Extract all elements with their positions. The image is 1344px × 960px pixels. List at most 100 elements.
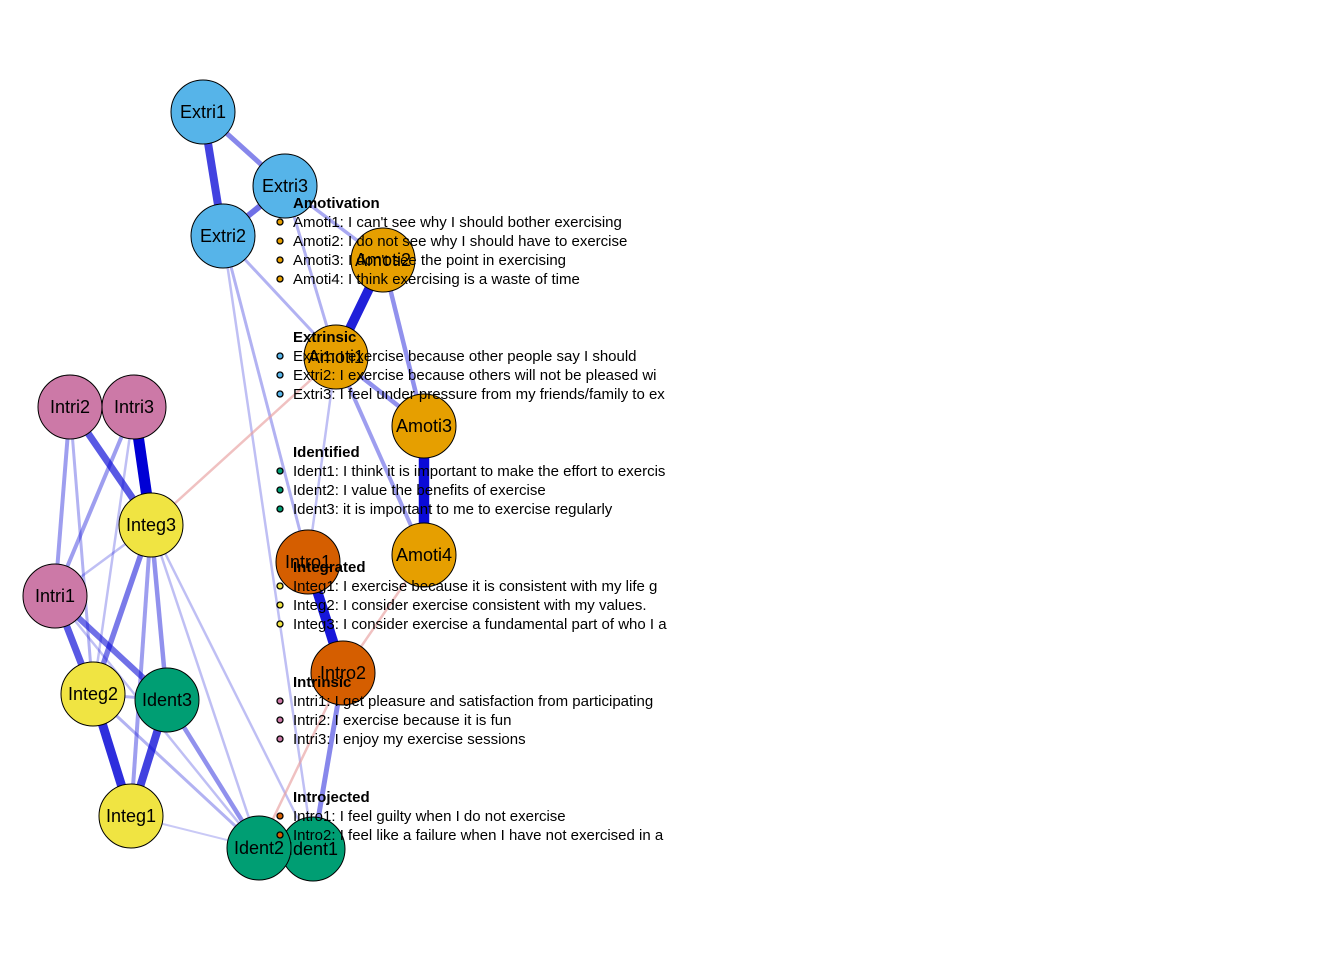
legend-item: Integ2: I consider exercise consistent w… xyxy=(293,597,647,614)
legend-swatch xyxy=(276,831,284,839)
node-label: Amoti3 xyxy=(396,416,452,436)
legend-item: Ident2: I value the benefits of exercise xyxy=(293,482,546,499)
node-label: Intro1 xyxy=(285,552,331,572)
node-amoti2[interactable]: Amoti2 xyxy=(350,227,416,293)
node-extri3[interactable]: Extri3 xyxy=(252,153,318,219)
node-intro2[interactable]: Intro2 xyxy=(310,640,376,706)
edge-integ3-integ1 xyxy=(129,524,153,817)
node-label: Amoti2 xyxy=(355,250,411,270)
legend-swatch xyxy=(276,390,284,398)
legend-swatch xyxy=(276,467,284,475)
node-integ1[interactable]: Integ1 xyxy=(98,783,164,849)
legend-swatch xyxy=(276,218,284,226)
edge-amoti1-intro1 xyxy=(306,356,338,563)
node-extri1[interactable]: Extri1 xyxy=(170,79,236,145)
legend-item: Extri1: I exercise because other people … xyxy=(293,348,637,365)
node-label: Intri2 xyxy=(50,397,90,417)
edge-intri3-integ2 xyxy=(91,406,136,695)
node-circle xyxy=(391,522,457,588)
legend-section-identified: Identified Ident1: I think it is importan… xyxy=(276,444,665,518)
node-circle xyxy=(98,783,164,849)
legend-title: Introjected xyxy=(293,789,370,806)
legend-item: Amoti2: I do not see why I should have t… xyxy=(293,233,627,250)
node-circle xyxy=(22,563,88,629)
node-amoti4[interactable]: Amoti4 xyxy=(391,522,457,588)
legend-swatch xyxy=(276,582,284,590)
edge-integ3-amoti1 xyxy=(150,356,337,526)
node-label: Ident2 xyxy=(234,838,284,858)
node-ident3[interactable]: Ident3 xyxy=(134,667,200,733)
node-label: Intro2 xyxy=(320,663,366,683)
node-circle xyxy=(391,393,457,459)
legend-swatch xyxy=(276,237,284,245)
node-amoti3[interactable]: Amoti3 xyxy=(391,393,457,459)
legend-title: Amotivation xyxy=(293,195,380,212)
legend-section-integrated: Integrated Integ1: I exercise because it … xyxy=(276,559,667,633)
legend-swatch xyxy=(276,371,284,379)
legend-section-extrinsic: Extrinsic Extri1: I exercise because othe… xyxy=(276,329,665,403)
node-circle xyxy=(226,815,292,881)
node-intro1[interactable]: Intro1 xyxy=(275,529,341,595)
legend-item: Ident1: I think it is important to make … xyxy=(293,463,665,480)
legend-swatch xyxy=(276,256,284,264)
node-label: Intri1 xyxy=(35,586,75,606)
legend-swatch xyxy=(276,275,284,283)
node-label: Extri2 xyxy=(200,226,246,246)
legend-item: Intro1: I feel guilty when I do not exer… xyxy=(293,808,566,825)
node-ident1[interactable]: Ident1 xyxy=(280,816,346,882)
edge-integ3-ident2 xyxy=(149,524,261,849)
node-label: Integ3 xyxy=(126,515,176,535)
legend-swatch xyxy=(276,812,284,820)
legend-item: Intri2: I exercise because it is fun xyxy=(293,712,511,729)
node-circle xyxy=(310,640,376,706)
node-intri3[interactable]: Intri3 xyxy=(101,374,167,440)
legend-item: Amoti4: I think exercising is a waste of… xyxy=(293,271,580,288)
node-circle xyxy=(60,661,126,727)
node-circle xyxy=(190,203,256,269)
node-circle xyxy=(275,529,341,595)
legend-swatch xyxy=(276,505,284,513)
legend-item: Intri3: I enjoy my exercise sessions xyxy=(293,731,526,748)
node-circle xyxy=(303,324,369,390)
legend-title: Intrinsic xyxy=(293,674,351,691)
edge-integ2-ident2 xyxy=(91,692,261,850)
legend-item: Intro2: I feel like a failure when I hav… xyxy=(293,827,664,844)
legend-section-amotivation: Amotivation Amoti1: I can't see why I sho… xyxy=(276,195,627,288)
legend-swatch xyxy=(276,486,284,494)
edge-extri2-intro1 xyxy=(221,235,310,563)
legend-item: Extri2: I exercise because others will n… xyxy=(293,367,657,384)
node-label: Ident3 xyxy=(142,690,192,710)
node-intri2[interactable]: Intri2 xyxy=(37,374,103,440)
edge-integ3-ident1 xyxy=(149,524,315,850)
node-circle xyxy=(118,492,184,558)
node-label: Ident1 xyxy=(288,839,338,859)
node-circle xyxy=(252,153,318,219)
node-integ3[interactable]: Integ3 xyxy=(118,492,184,558)
edge-intri2-integ2 xyxy=(68,406,95,695)
legend-swatch xyxy=(276,716,284,724)
node-label: Amoti4 xyxy=(396,545,452,565)
node-ident2[interactable]: Ident2 xyxy=(226,815,292,881)
node-intri1[interactable]: Intri1 xyxy=(22,563,88,629)
legend: Amotivation Amoti1: I can't see why I sho… xyxy=(276,195,667,844)
node-extri2[interactable]: Extri2 xyxy=(190,203,256,269)
node-amoti1[interactable]: Amoti1 xyxy=(303,324,369,390)
node-label: Amoti1 xyxy=(308,347,364,367)
legend-item: Amoti3: I don't see the point in exercis… xyxy=(293,252,566,269)
legend-title: Integrated xyxy=(293,559,366,576)
legend-item: Amoti1: I can't see why I should bother … xyxy=(293,214,622,231)
node-label: Integ1 xyxy=(106,806,156,826)
edge-extri2-ident1 xyxy=(221,235,315,850)
node-circle xyxy=(350,227,416,293)
edge-amoti1-amoti4 xyxy=(334,356,426,556)
node-label: Extri3 xyxy=(262,176,308,196)
legend-section-introjected: Introjected Intro1: I feel guilty when I … xyxy=(276,789,664,844)
node-circle xyxy=(101,374,167,440)
node-label: Extri1 xyxy=(180,102,226,122)
node-integ2[interactable]: Integ2 xyxy=(60,661,126,727)
legend-section-intrinsic: Intrinsic Intri1: I get pleasure and sati… xyxy=(276,674,653,748)
legend-title: Identified xyxy=(293,444,360,461)
legend-title: Extrinsic xyxy=(293,329,356,346)
